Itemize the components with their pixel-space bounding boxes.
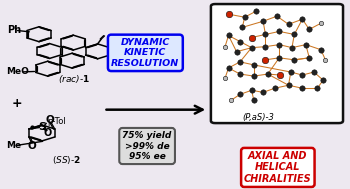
Text: p-Tol: p-Tol: [48, 117, 66, 126]
Point: [251, 75, 257, 78]
Text: O: O: [45, 115, 54, 125]
Point: [260, 91, 266, 94]
Point: [222, 77, 228, 80]
Text: DYNAMIC
KINETIC
RESOLUTION: DYNAMIC KINETIC RESOLUTION: [111, 38, 180, 68]
Point: [276, 30, 282, 33]
Text: (rac)-$\mathbf{1}$: (rac)-$\mathbf{1}$: [57, 73, 90, 85]
Point: [242, 16, 247, 19]
Point: [323, 58, 328, 61]
Point: [253, 10, 259, 13]
Point: [237, 40, 243, 43]
Point: [315, 87, 320, 90]
Point: [226, 67, 231, 70]
Text: S: S: [38, 122, 46, 132]
Text: 75% yield
>99% de
95% ee: 75% yield >99% de 95% ee: [122, 131, 172, 161]
FancyBboxPatch shape: [211, 4, 343, 123]
Point: [276, 43, 282, 46]
Point: [307, 56, 312, 59]
Point: [288, 70, 294, 74]
Point: [228, 99, 233, 102]
Point: [249, 89, 254, 92]
Point: [249, 36, 254, 39]
Point: [320, 79, 326, 82]
Point: [286, 84, 291, 87]
Point: [292, 33, 297, 36]
Point: [262, 33, 268, 36]
Point: [262, 58, 268, 61]
Point: [226, 13, 231, 16]
Text: AXIAL AND
HELICAL
CHIRALITIES: AXIAL AND HELICAL CHIRALITIES: [244, 151, 312, 184]
Point: [278, 74, 283, 77]
Point: [237, 73, 243, 76]
Text: $(SS)$-$\mathbf{2}$: $(SS)$-$\mathbf{2}$: [52, 154, 82, 166]
Point: [289, 46, 295, 49]
Point: [234, 50, 239, 53]
Text: Me: Me: [6, 141, 21, 150]
Point: [318, 22, 324, 25]
Point: [274, 15, 280, 18]
Point: [262, 45, 268, 48]
Point: [272, 87, 278, 90]
Point: [318, 48, 324, 51]
Point: [300, 74, 305, 77]
Point: [300, 18, 305, 21]
Point: [251, 63, 257, 66]
Point: [307, 28, 312, 31]
Point: [260, 20, 266, 23]
Point: [300, 87, 305, 90]
Point: [222, 45, 228, 48]
Point: [237, 93, 243, 96]
Point: [292, 58, 297, 61]
Text: MeO: MeO: [6, 67, 29, 76]
Point: [286, 23, 291, 26]
Text: Ph: Ph: [7, 25, 21, 35]
Point: [251, 99, 257, 102]
Point: [237, 60, 243, 63]
Text: O: O: [28, 141, 37, 151]
Point: [226, 34, 231, 37]
Text: (P,aS)-3: (P,aS)-3: [243, 113, 275, 122]
Point: [303, 43, 309, 46]
Text: O: O: [43, 128, 52, 138]
Point: [276, 56, 282, 59]
Point: [265, 73, 271, 76]
Point: [311, 70, 317, 74]
Point: [239, 26, 245, 29]
Text: +: +: [12, 97, 23, 110]
Point: [249, 46, 254, 49]
